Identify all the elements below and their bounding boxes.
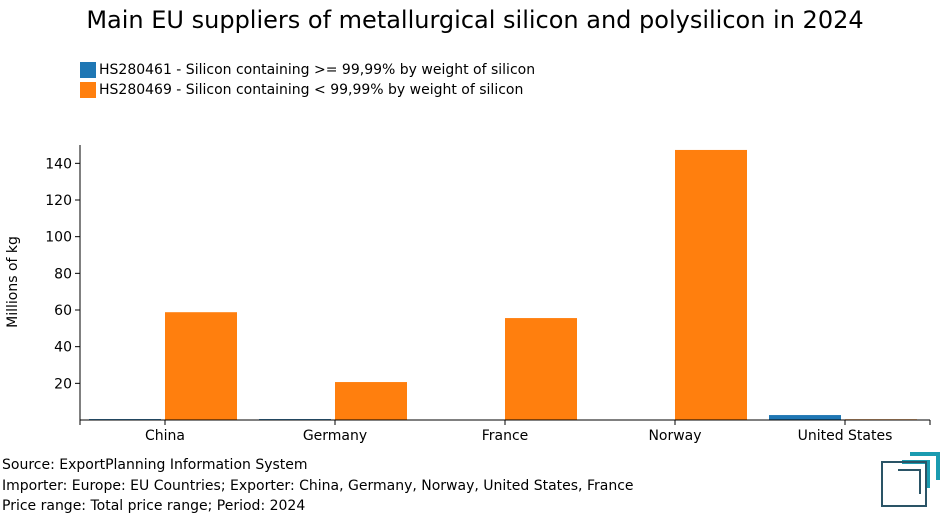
bar-norway-s2 xyxy=(675,149,747,420)
source-note: Source: ExportPlanning Information Syste… xyxy=(2,457,308,473)
y-tick-label: 60 xyxy=(54,303,72,319)
y-tick-label: 140 xyxy=(45,156,72,172)
y-tick-label: 100 xyxy=(45,230,72,246)
period-note: Price range: Total price range; Period: … xyxy=(2,498,306,514)
legend-label: HS280469 - Silicon containing < 99,99% b… xyxy=(99,82,524,98)
y-tick-label: 20 xyxy=(54,376,72,392)
bar-france-s2 xyxy=(505,318,577,420)
exportplanning-logo-icon xyxy=(881,452,940,507)
legend: HS280461 - Silicon containing >= 99,99% … xyxy=(80,60,535,100)
x-tick-label: Germany xyxy=(303,428,367,444)
legend-item-hs280461: HS280461 - Silicon containing >= 99,99% … xyxy=(80,60,535,80)
y-tick-label: 80 xyxy=(54,266,72,282)
legend-label: HS280461 - Silicon containing >= 99,99% … xyxy=(99,62,536,78)
legend-item-hs280469: HS280469 - Silicon containing < 99,99% b… xyxy=(80,80,535,100)
y-tick-label: 40 xyxy=(54,340,72,356)
y-axis-label: Millions of kg xyxy=(5,236,21,328)
bar-chart: China Germany France Norway United States 20 4… xyxy=(5,145,931,444)
x-tick-label: United States xyxy=(798,428,893,444)
bar-china-s2 xyxy=(165,312,237,420)
chart-title: Main EU suppliers of metallurgical silic… xyxy=(86,6,864,34)
x-tick-label: France xyxy=(482,428,529,444)
bar-united-states-s1 xyxy=(769,415,841,420)
y-tick-label: 120 xyxy=(45,193,72,209)
x-tick-label: China xyxy=(145,428,185,444)
filter-note: Importer: Europe: EU Countries; Exporter… xyxy=(2,477,634,494)
bar-germany-s2 xyxy=(335,382,407,420)
x-tick-label: Norway xyxy=(648,428,701,444)
legend-swatch xyxy=(80,82,96,98)
footer: Source: ExportPlanning Information Syste… xyxy=(2,455,634,517)
legend-swatch xyxy=(80,62,96,78)
